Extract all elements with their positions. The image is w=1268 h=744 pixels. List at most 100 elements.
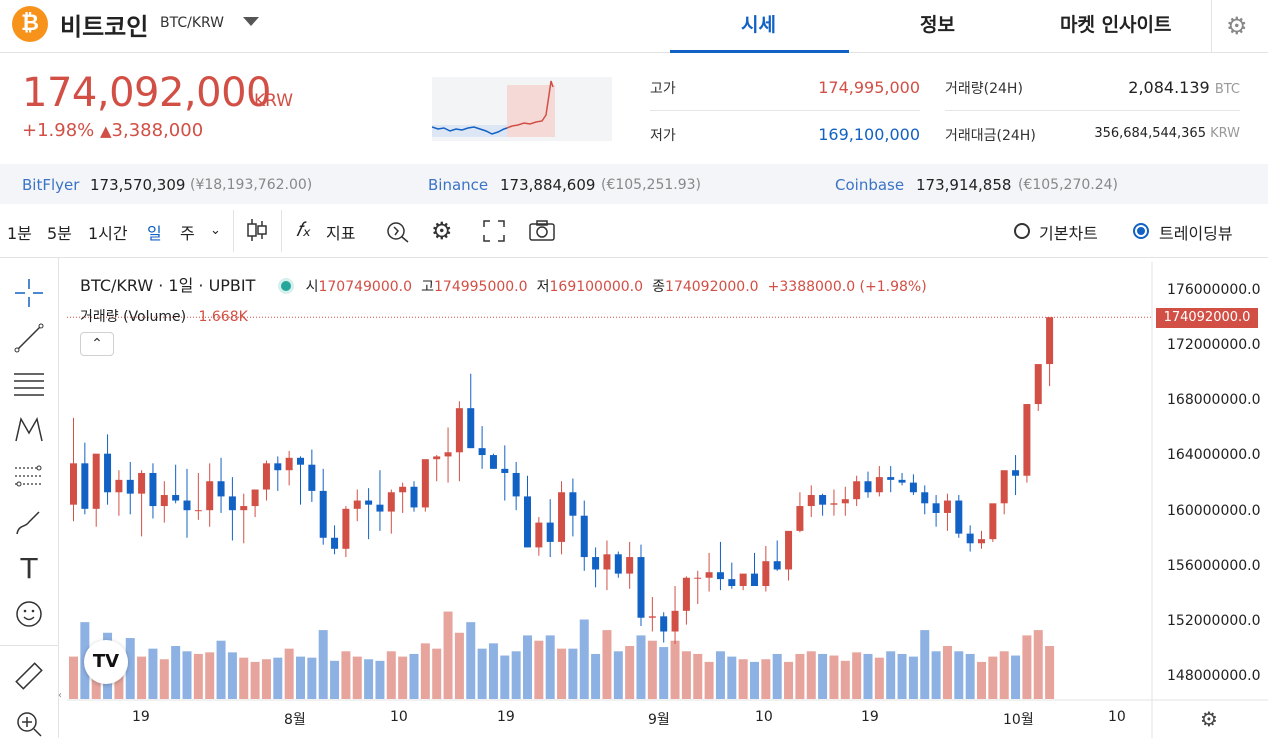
change-percent: +1.98% xyxy=(22,120,95,141)
interval-5min[interactable]: 5분 xyxy=(47,224,72,243)
tab-market-insight[interactable]: 마켓 인사이트 xyxy=(1060,14,1172,36)
zoom-in-icon[interactable] xyxy=(13,708,45,740)
legend-high-label: 고 xyxy=(421,279,434,295)
camera-snapshot-icon[interactable] xyxy=(528,218,556,248)
volume-bar xyxy=(352,656,362,699)
volume-bar xyxy=(727,656,737,699)
text-tool-icon[interactable]: T xyxy=(20,552,38,585)
fib-lines-icon[interactable] xyxy=(13,368,45,400)
up-triangle-icon: ▲ xyxy=(100,122,112,140)
volume-bar xyxy=(318,630,328,699)
current-price-tag: 174092000.0 xyxy=(1156,308,1258,328)
basic-chart-radio[interactable] xyxy=(1014,223,1030,239)
tools-divider xyxy=(0,645,58,646)
volume-bar xyxy=(386,651,396,699)
candle xyxy=(342,508,350,549)
volume-bar xyxy=(772,653,782,699)
candle xyxy=(535,522,543,548)
current-price: 174,092,000 xyxy=(22,70,271,116)
candle xyxy=(751,573,758,587)
candle xyxy=(728,579,736,587)
gear-icon[interactable]: ⚙ xyxy=(1226,12,1248,40)
interval-day[interactable]: 일 xyxy=(147,224,162,243)
candle-type-icon[interactable] xyxy=(245,217,269,247)
volume-bar xyxy=(965,653,975,699)
candle xyxy=(648,616,656,618)
volume-bar xyxy=(625,646,635,699)
volume-bar xyxy=(239,657,249,699)
interval-1hour[interactable]: 1시간 xyxy=(88,224,128,243)
indicator-fx-icon[interactable]: 𝑓ₓ xyxy=(296,217,312,241)
volume-bar xyxy=(511,651,521,699)
candle xyxy=(104,453,112,493)
volume-bar xyxy=(523,635,532,699)
volume-bar xyxy=(443,611,453,699)
candle xyxy=(853,481,861,500)
crosshair-icon[interactable] xyxy=(13,277,45,309)
pattern-icon[interactable] xyxy=(13,413,45,445)
time-axis-tick: 19 xyxy=(497,709,515,725)
candle xyxy=(705,572,713,578)
price-unit: KRW xyxy=(254,91,294,111)
tab-price[interactable]: 시세 xyxy=(741,14,776,36)
low-value: 169,100,000 xyxy=(818,125,920,144)
tradingview-logo[interactable]: TV xyxy=(84,640,128,684)
radio-dot xyxy=(1137,227,1145,235)
price-axis-tick: 176000000.0 xyxy=(1167,282,1261,298)
volume-bar xyxy=(193,653,203,699)
candle xyxy=(614,554,622,574)
candle xyxy=(467,408,475,449)
amount-24h-label: 거래대금(24H) xyxy=(945,128,1036,144)
candle xyxy=(955,500,963,534)
tradingview-radio[interactable] xyxy=(1133,223,1149,239)
prediction-icon[interactable] xyxy=(13,460,45,492)
collapse-legend-button[interactable]: ⌃ xyxy=(80,332,114,356)
volume-bar xyxy=(341,651,351,699)
candle xyxy=(580,515,588,558)
indicators-button[interactable]: 지표 xyxy=(326,224,356,243)
candlestick-chart[interactable] xyxy=(67,262,1268,738)
interval-dropdown-chevron-icon[interactable]: ⌄ xyxy=(210,223,221,238)
pair-dropdown-chevron-icon[interactable] xyxy=(243,17,259,26)
ruler-icon[interactable] xyxy=(13,660,45,692)
volume-bar xyxy=(284,648,294,699)
candle xyxy=(1000,470,1008,504)
interval-week[interactable]: 주 xyxy=(180,224,195,243)
price-axis-tick: 148000000.0 xyxy=(1167,668,1261,684)
legend-close: 174092000.0 xyxy=(665,279,759,295)
candle xyxy=(966,533,974,544)
amount-24h-value: 356,684,544,365 xyxy=(1094,126,1206,141)
volume-bar xyxy=(488,643,498,699)
candle xyxy=(365,500,373,505)
volume-bar xyxy=(613,651,623,699)
volume-bar xyxy=(205,652,215,699)
time-axis-tick: 8월 xyxy=(284,712,306,728)
price-axis-tick: 168000000.0 xyxy=(1167,392,1261,409)
candle xyxy=(1046,317,1054,365)
volume-bar xyxy=(273,657,283,699)
candle xyxy=(682,577,690,611)
tab-info[interactable]: 정보 xyxy=(920,14,955,36)
axis-settings-icon[interactable]: ⚙ xyxy=(1200,707,1218,731)
exchange-bitflyer-value: 173,570,309 xyxy=(90,176,186,194)
toolbar-divider xyxy=(233,210,234,252)
settings-gear-icon[interactable]: ⚙ xyxy=(431,217,453,245)
tradingview-label[interactable]: 트레이딩뷰 xyxy=(1159,224,1233,243)
fullscreen-icon[interactable] xyxy=(481,218,507,248)
volume-24h-unit: BTC xyxy=(1214,82,1240,97)
basic-chart-label[interactable]: 기본차트 xyxy=(1039,224,1098,243)
collapse-toolbar-chevron-icon[interactable]: ‹ xyxy=(58,690,62,701)
amount-24h-unit: KRW xyxy=(1210,126,1240,141)
alert-drawing-icon[interactable] xyxy=(385,218,411,248)
volume-bar xyxy=(579,619,589,699)
trendline-icon[interactable] xyxy=(13,322,45,354)
candle xyxy=(943,500,951,513)
interval-1min[interactable]: 1분 xyxy=(7,224,32,243)
brush-icon[interactable] xyxy=(13,506,45,538)
candle xyxy=(115,479,123,493)
candle xyxy=(569,492,577,516)
candle xyxy=(149,472,157,507)
volume-bar xyxy=(920,630,930,699)
emoji-icon[interactable] xyxy=(13,598,45,630)
candle xyxy=(501,468,509,473)
